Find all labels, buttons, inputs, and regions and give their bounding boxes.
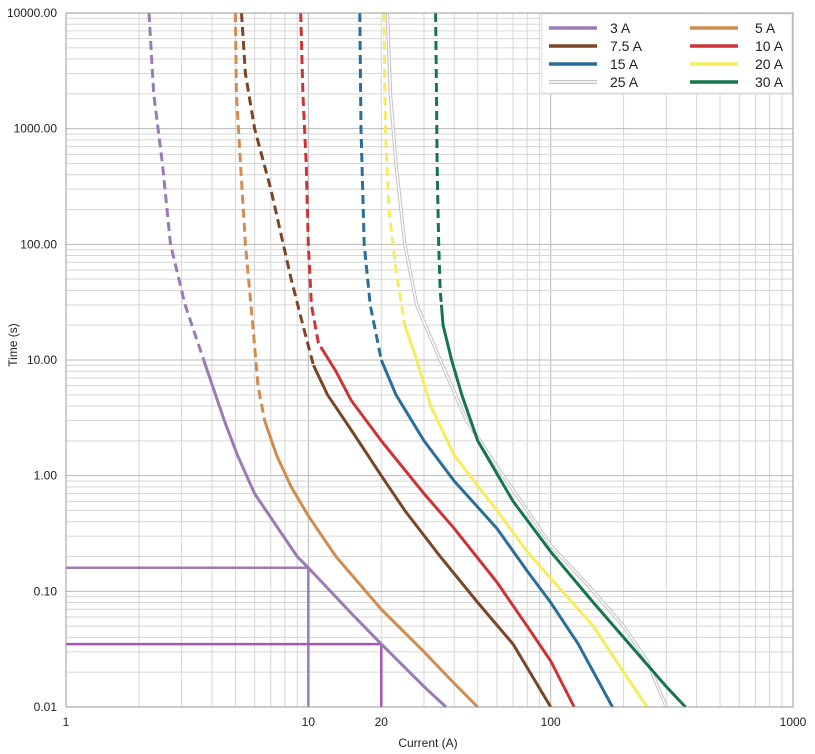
series-lines bbox=[147, 12, 687, 709]
legend-item: 5 A bbox=[690, 20, 776, 36]
x-tick-label: 1000 bbox=[780, 715, 807, 729]
series-line-solid bbox=[319, 346, 576, 708]
y-tick-labels: 10000.00 1000.00 100.00 10.00 1.00 0.10 0.01 bbox=[7, 6, 57, 714]
y-tick-label: 10000.00 bbox=[7, 6, 57, 20]
grid bbox=[66, 13, 793, 707]
series-line-dashed bbox=[434, 12, 443, 305]
legend-label: 25 A bbox=[610, 74, 639, 90]
legend-item: 15 A bbox=[549, 56, 639, 72]
series-line-solid bbox=[403, 324, 649, 708]
legend-item: 20 A bbox=[690, 56, 784, 72]
x-axis-title: Current (A) bbox=[398, 736, 457, 750]
x-tick-label: 10 bbox=[302, 715, 316, 729]
series-15-a bbox=[358, 12, 614, 708]
legend-label: 3 A bbox=[610, 20, 631, 36]
legend-item: 30 A bbox=[690, 74, 784, 90]
y-axis-title: Time (s) bbox=[6, 323, 20, 367]
series-line-solid bbox=[202, 359, 448, 709]
legend-item: 10 A bbox=[690, 38, 784, 54]
series-line-dashed bbox=[233, 12, 267, 421]
legend: 3 A 5 A 7.5 A 10 A 15 A 20 A 25 A 30 A bbox=[541, 13, 793, 94]
legend-label: 10 A bbox=[755, 38, 784, 54]
reference-line bbox=[66, 642, 383, 707]
legend-item: 3 A bbox=[549, 20, 631, 36]
y-tick-label: 1000.00 bbox=[14, 122, 58, 136]
series-5-a bbox=[233, 12, 479, 709]
plot-frame bbox=[65, 12, 794, 708]
series-20-a bbox=[382, 12, 649, 708]
series-3-a bbox=[147, 12, 448, 709]
legend-item: 7.5 A bbox=[549, 38, 643, 54]
series-line-solid bbox=[312, 364, 552, 708]
x-tick-labels: 1 10 20 100 1000 bbox=[63, 715, 807, 729]
series-line-dashed bbox=[299, 12, 322, 348]
x-tick-label: 20 bbox=[375, 715, 389, 729]
series-line-dashed bbox=[240, 12, 315, 366]
y-tick-label: 1.00 bbox=[34, 469, 58, 483]
legend-label: 30 A bbox=[755, 74, 784, 90]
series-7-5-a bbox=[240, 12, 552, 708]
legend-label: 7.5 A bbox=[610, 38, 643, 54]
y-tick-label: 0.10 bbox=[34, 584, 58, 598]
series-line-dashed bbox=[358, 12, 383, 361]
series-line-dashed bbox=[147, 12, 206, 361]
legend-item: 25 A bbox=[549, 74, 639, 90]
y-tick-label: 10.00 bbox=[27, 353, 57, 367]
series-line-solid bbox=[263, 420, 479, 709]
series-line-solid bbox=[439, 304, 687, 709]
series-line-inner bbox=[386, 12, 667, 708]
legend-label: 15 A bbox=[610, 56, 639, 72]
legend-label: 20 A bbox=[755, 56, 784, 72]
series-line-dashed bbox=[382, 12, 407, 326]
x-tick-label: 100 bbox=[541, 715, 561, 729]
series-30-a bbox=[434, 12, 687, 709]
y-tick-label: 100.00 bbox=[20, 237, 57, 251]
y-tick-label: 0.01 bbox=[34, 700, 58, 714]
x-tick-label: 1 bbox=[63, 715, 70, 729]
series-line-solid bbox=[379, 359, 614, 708]
series-25-a bbox=[385, 12, 668, 708]
legend-label: 5 A bbox=[755, 20, 776, 36]
series-10-a bbox=[299, 12, 576, 708]
